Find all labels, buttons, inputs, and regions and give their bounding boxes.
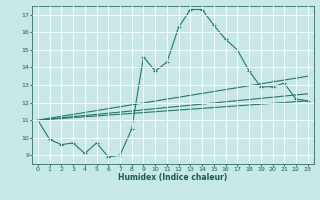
X-axis label: Humidex (Indice chaleur): Humidex (Indice chaleur)	[118, 173, 228, 182]
